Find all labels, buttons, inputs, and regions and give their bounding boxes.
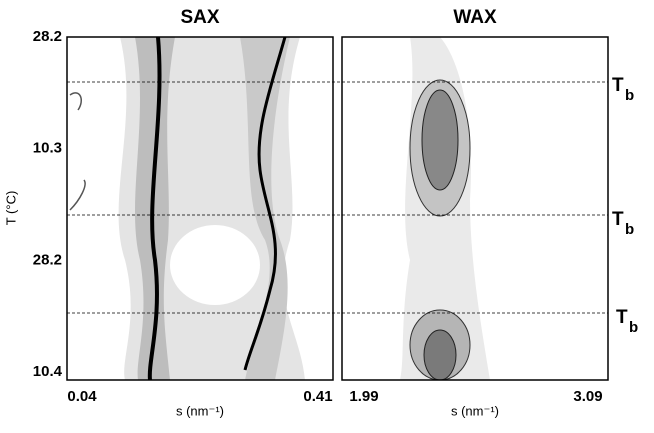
tb-label: T [612,75,624,96]
panel-title: WAX [453,7,497,28]
tb-subscript: b [625,221,634,238]
sax-frame [66,36,334,381]
x-label: s (nm⁻¹) [176,403,224,418]
y-tick-label: 28.2 [33,251,62,268]
x-tick-label: 3.09 [573,388,602,405]
tb-label: T [612,209,624,230]
tb-label: T [616,307,628,328]
sax-contours [69,37,305,380]
wax-frame [341,36,609,381]
x-tick-label: 1.99 [349,388,378,405]
tb-subscript: b [629,319,638,336]
y-label: T (°C) [3,191,18,226]
y-tick-label: 10.4 [33,363,63,380]
x-label: s (nm⁻¹) [451,403,499,418]
x-tick-label: 0.41 [303,388,332,405]
tb-subscript: b [625,87,634,104]
y-tick-label: 28.2 [33,28,62,45]
x-tick-label: 0.04 [67,388,97,405]
wax-contours [400,37,490,380]
panel-title: SAX [180,7,219,28]
y-tick-label: 10.3 [33,140,62,157]
